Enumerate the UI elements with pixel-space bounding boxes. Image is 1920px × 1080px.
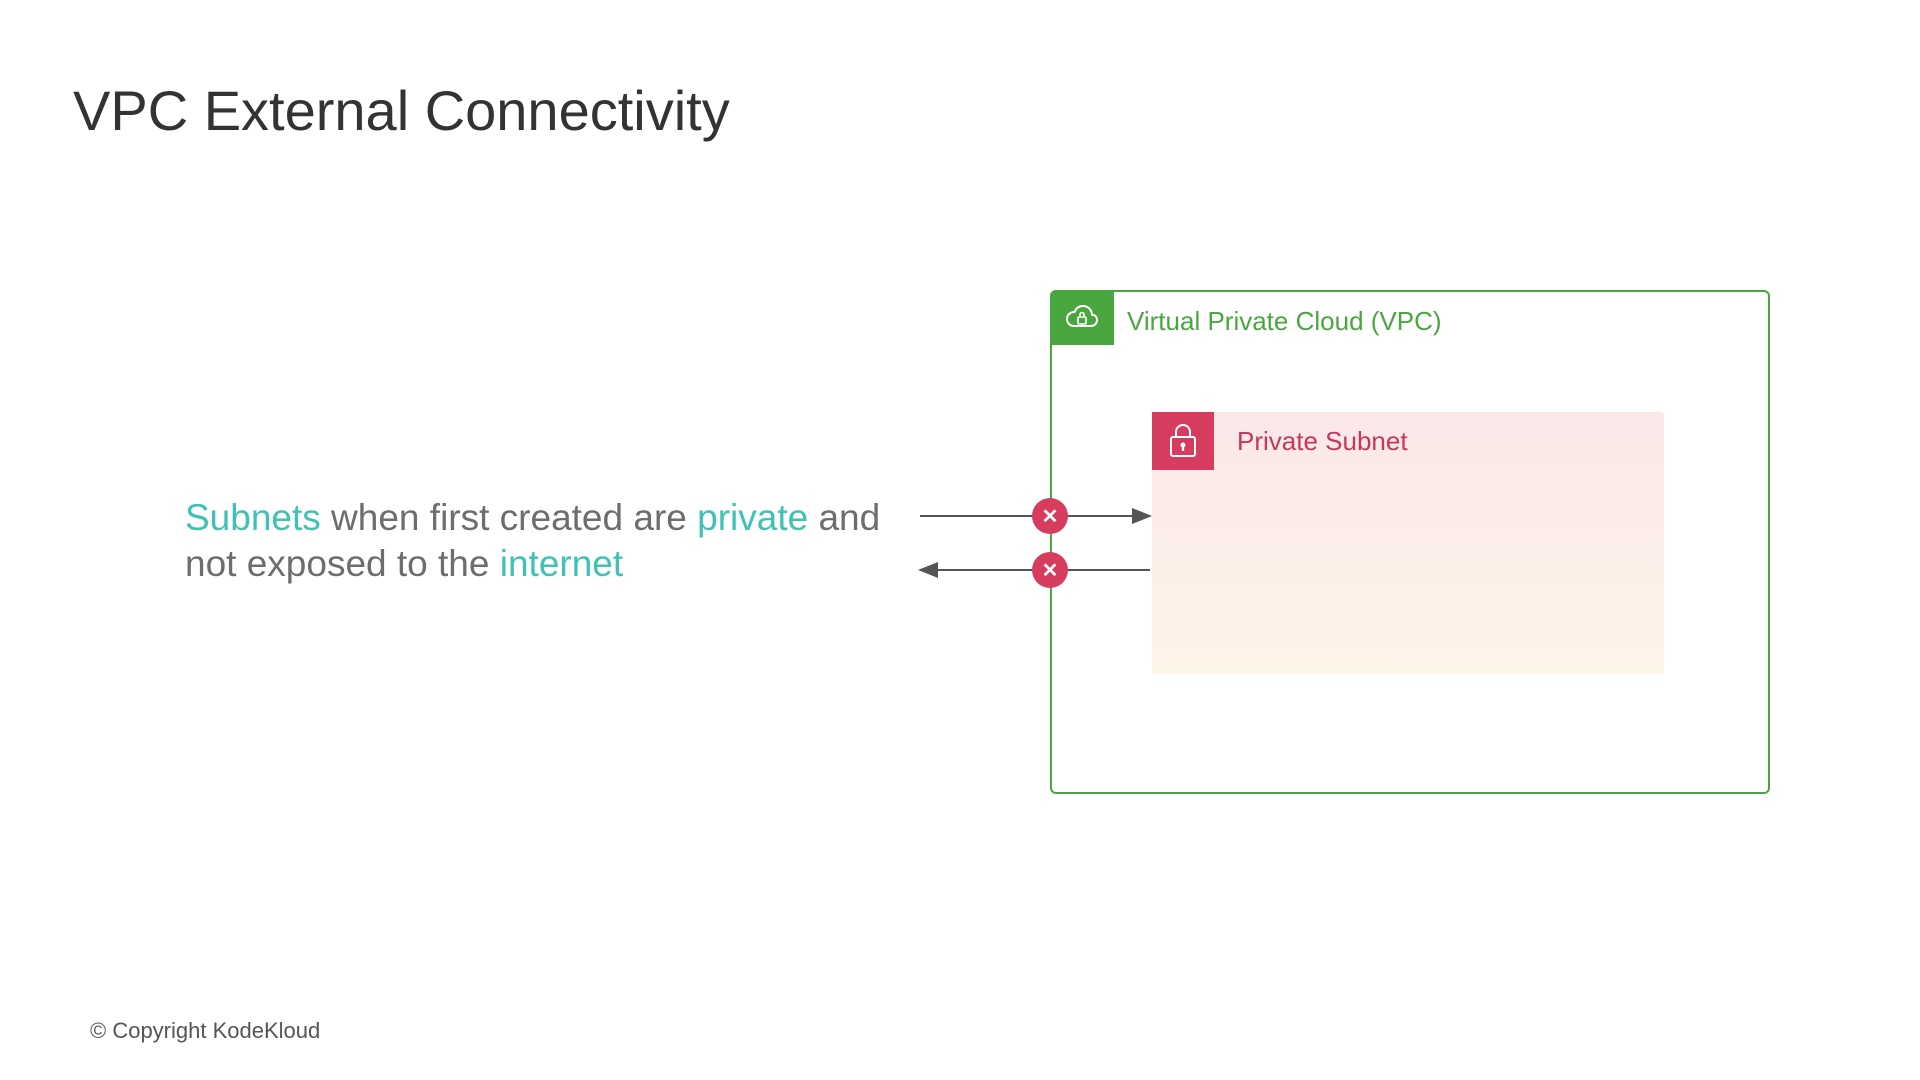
page-title: VPC External Connectivity <box>73 78 730 143</box>
blocked-icon: ✕ <box>1032 498 1068 534</box>
lock-icon <box>1152 412 1214 470</box>
subnet-label: Private Subnet <box>1237 426 1408 457</box>
blocked-icon: ✕ <box>1032 552 1068 588</box>
copyright-text: © Copyright KodeKloud <box>90 1018 320 1044</box>
vpc-cloud-lock-icon <box>1050 290 1114 345</box>
private-subnet-box: Private Subnet <box>1152 412 1664 674</box>
description-text: Subnets when first created are private a… <box>185 495 885 588</box>
vpc-label: Virtual Private Cloud (VPC) <box>1127 306 1442 337</box>
